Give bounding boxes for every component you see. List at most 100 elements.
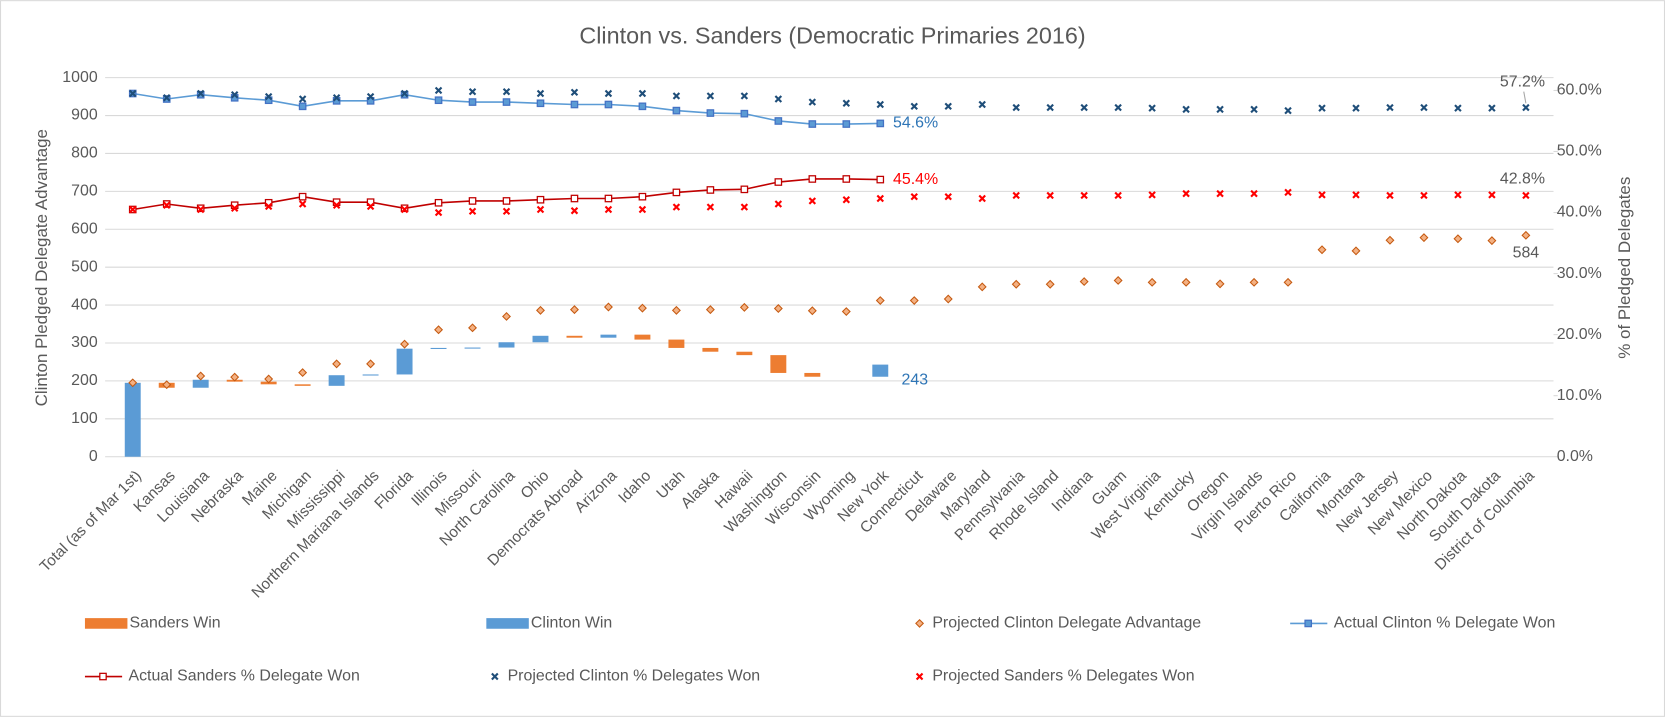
scatter-point: [1012, 191, 1020, 200]
y-tick-label: 900: [71, 107, 98, 124]
scatter-point: [1182, 105, 1190, 114]
y-tick-label: 100: [71, 410, 98, 427]
line-marker: [706, 186, 715, 194]
waterfall-bar: [566, 335, 583, 338]
y2-tick-label: 0.0%: [1557, 448, 1593, 465]
legend-swatch: [84, 618, 128, 629]
line-marker: [740, 109, 749, 118]
scatter-point: [298, 368, 308, 378]
scatter-point: [332, 94, 341, 102]
waterfall-bar: [736, 351, 753, 356]
scatter-point: [264, 374, 274, 384]
scatter-point: [1012, 103, 1020, 112]
waterfall-bar: [464, 347, 481, 349]
scatter-point: [434, 86, 443, 95]
scatter-point: [468, 207, 477, 216]
waterfall-bar: [702, 347, 719, 352]
annotation: 243: [902, 372, 929, 389]
legend-marker: [915, 672, 924, 681]
scatter-point: [909, 296, 919, 306]
scatter-point: [944, 102, 952, 111]
y-tick-label: 300: [71, 334, 98, 351]
scatter-point: [230, 91, 239, 99]
scatter-point: [876, 100, 885, 109]
waterfall-bar: [634, 334, 651, 340]
waterfall-bar: [872, 364, 889, 377]
scatter-point: [298, 95, 307, 103]
legend-label: Sanders Win: [130, 615, 221, 632]
data-label: 57.2%: [1500, 73, 1545, 90]
waterfall-bar: [600, 334, 617, 338]
scatter-point: [468, 87, 477, 96]
waterfall-bar: [396, 348, 413, 375]
scatter-point: [1318, 104, 1326, 112]
scatter-point: [1385, 235, 1395, 245]
scatter-point: [1114, 191, 1122, 200]
scatter-point: [1453, 234, 1463, 244]
scatter-point: [638, 205, 647, 214]
scatter-point: [977, 282, 987, 292]
scatter-point: [1148, 191, 1156, 199]
data-label: 42.8%: [1500, 171, 1545, 188]
scatter-point: [1317, 245, 1327, 255]
scatter-point: [671, 305, 681, 315]
scatter-point: [1386, 103, 1394, 112]
chart-title: Clinton vs. Sanders (Democratic Primarie…: [579, 22, 1085, 48]
legend-marker: [1304, 619, 1313, 628]
line-marker: [808, 175, 817, 183]
line-marker: [298, 192, 307, 201]
legend-label: Actual Clinton % Delegate Won: [1334, 615, 1556, 632]
scatter-point: [1011, 279, 1021, 289]
scatter-point: [1148, 104, 1156, 112]
y-tick-label: 700: [71, 183, 98, 200]
scatter-point: [1079, 277, 1089, 287]
y-tick-label: 0: [89, 448, 98, 465]
line-marker: [638, 192, 647, 201]
scatter-point: [264, 202, 273, 211]
scatter-point: [1454, 191, 1462, 199]
data-label: 54.6%: [893, 115, 938, 132]
y-tick-label: 800: [71, 145, 98, 162]
scatter-point: [1419, 233, 1429, 243]
scatter-point: [808, 98, 817, 106]
y2-tick-label: 30.0%: [1557, 265, 1602, 282]
scatter-point: [536, 205, 545, 214]
scatter-point: [502, 207, 511, 216]
scatter-point: [638, 89, 647, 98]
scatter-point: [706, 92, 715, 100]
scatter-point: [773, 304, 783, 313]
scatter-point: [400, 205, 409, 214]
scatter-point: [808, 197, 817, 205]
y-axis-title: Clinton Pledged Delegate Advantage: [32, 129, 51, 406]
scatter-point: [162, 94, 171, 102]
line-marker: [502, 98, 511, 106]
scatter-point: [332, 359, 342, 369]
scatter-point: [1147, 277, 1157, 287]
line-marker: [808, 120, 817, 128]
line-marker: [502, 197, 511, 205]
scatter-point: [1488, 104, 1496, 112]
scatter-point: [1215, 279, 1225, 289]
line-marker: [570, 100, 579, 109]
scatter-point: [1488, 191, 1496, 199]
scatter-point: [1352, 191, 1360, 199]
waterfall-bar: [294, 384, 311, 386]
scatter-point: [1250, 189, 1258, 198]
waterfall-bar: [328, 375, 345, 386]
scatter-point: [298, 200, 307, 208]
scatter-point: [774, 200, 783, 208]
legend-label: Projected Clinton % Delegates Won: [508, 668, 761, 685]
scatter-point: [502, 311, 511, 321]
scatter-point: [910, 102, 918, 111]
y2-tick-label: 50.0%: [1557, 143, 1602, 160]
line-marker: [638, 102, 647, 111]
scatter-point: [1284, 106, 1292, 115]
line-marker: [468, 197, 477, 205]
line-marker: [842, 120, 851, 128]
y-tick-label: 200: [71, 372, 98, 389]
scatter-point: [603, 302, 613, 312]
scatter-point: [774, 95, 783, 103]
scatter-point: [1080, 103, 1088, 112]
